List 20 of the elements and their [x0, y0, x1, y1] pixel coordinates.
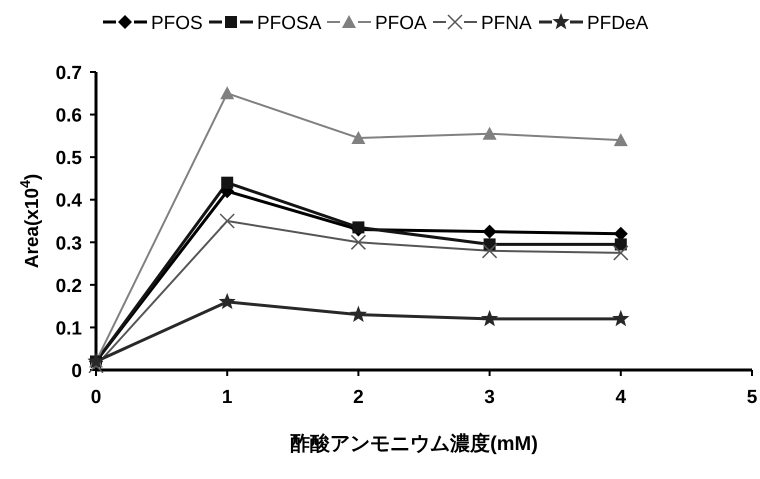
x-axis-title: 酢酸アンモニウム濃度(mM) [290, 432, 538, 455]
legend-label: PFNA [481, 13, 532, 34]
x-tick-label: 4 [616, 387, 627, 408]
x-tick-label: 3 [484, 387, 495, 408]
y-tick-label: 0.4 [56, 190, 82, 212]
y-tick-label: 0.7 [56, 63, 82, 84]
x-tick-label: 2 [353, 387, 364, 408]
legend-label: PFOSA [257, 13, 322, 34]
y-tick-label: 0.2 [56, 276, 82, 297]
y-tick-label: 0 [71, 361, 82, 382]
x-tick-label: 0 [90, 387, 102, 408]
legend-label: PFOS [151, 13, 203, 34]
x-tick-label: 1 [222, 387, 233, 408]
legend-label: PFDeA [587, 13, 649, 34]
y-tick-label: 0.5 [56, 148, 82, 170]
y-tick-label: 0.3 [56, 233, 82, 254]
legend-label: PFOA [375, 13, 428, 34]
x-tick-label: 5 [746, 387, 758, 408]
y-tick-label: 0.1 [56, 318, 82, 340]
y-tick-label: 0.6 [56, 106, 82, 127]
